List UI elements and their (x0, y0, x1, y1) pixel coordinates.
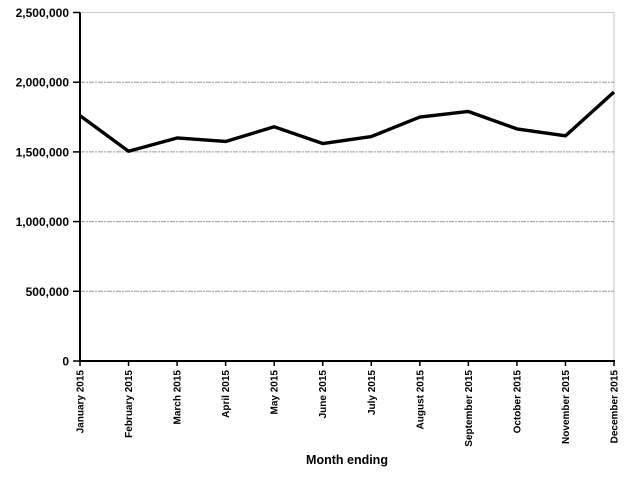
x-tick-label: October 2015 (512, 370, 523, 434)
y-tick-label: 0 (62, 355, 69, 369)
x-tick-label: February 2015 (124, 370, 135, 438)
gridlines (80, 81, 614, 292)
x-tick-label: May 2015 (270, 370, 281, 415)
y-tick-label: 2,500,000 (16, 6, 70, 20)
y-axis: 0 500,000 1,000,000 1,500,000 2,000,000 2,500… (16, 6, 81, 369)
plot-border (80, 12, 615, 361)
y-tick-label: 1,500,000 (16, 145, 70, 159)
x-tick-label: December 2015 (610, 370, 621, 444)
y-tick-label: 500,000 (26, 285, 70, 299)
y-tick-label: 1,000,000 (16, 215, 70, 229)
x-tick-label: June 2015 (318, 370, 329, 419)
x-tick-label: January 2015 (76, 370, 87, 434)
x-axis: January 2015 February 2015 March 2015 April… (76, 360, 621, 447)
data-series-line (78, 90, 616, 153)
x-axis-title: Month ending (306, 453, 388, 467)
x-tick-label: November 2015 (561, 370, 572, 444)
x-tick-label: September 2015 (464, 370, 475, 447)
x-tick-label: July 2015 (367, 370, 378, 415)
series (78, 90, 616, 153)
y-tick-label: 2,000,000 (16, 76, 70, 90)
x-tick-label: March 2015 (173, 370, 184, 425)
x-tick-label: April 2015 (221, 370, 232, 418)
x-tick-label: August 2015 (415, 370, 426, 430)
